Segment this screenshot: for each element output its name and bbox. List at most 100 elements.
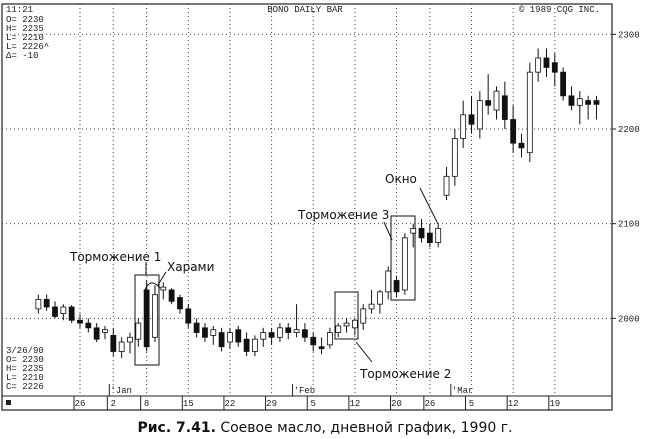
- annotation-box: [390, 215, 416, 301]
- candle-body: [243, 338, 250, 352]
- month-label: 'Jan: [110, 386, 132, 396]
- candle-body: [268, 332, 275, 338]
- candle-body: [501, 95, 508, 120]
- annotation: Окно: [385, 172, 417, 186]
- candle-body: [368, 303, 375, 310]
- y-tick-label: 2300: [618, 30, 640, 40]
- candle-body: [443, 175, 450, 196]
- readout: 3/26/90: [6, 346, 44, 356]
- y-tick-label: 2200: [618, 125, 640, 135]
- header-title: BONO DAILY BAR: [267, 5, 343, 15]
- candle-body: [393, 280, 400, 293]
- candle-body: [160, 286, 167, 291]
- month-label: 'Feb: [294, 386, 316, 396]
- x-tick-label: 15: [183, 399, 194, 409]
- caption-text: Соевое масло, дневной график, 1990 г.: [220, 420, 512, 436]
- candle-body: [535, 57, 542, 73]
- x-tick-label: 26: [75, 399, 86, 409]
- candle-body: [418, 228, 425, 239]
- annotation-line: [355, 341, 373, 363]
- annotation-line: [383, 221, 393, 241]
- candle-body: [485, 100, 492, 106]
- candle-body: [43, 299, 50, 308]
- x-tick-label: 26: [424, 399, 435, 409]
- x-tick-label: 12: [508, 399, 519, 409]
- candle-body: [476, 100, 483, 130]
- candle-body: [568, 95, 575, 106]
- candle-body: [52, 306, 58, 317]
- plot-frame: [1, 3, 613, 411]
- candle-body: [77, 319, 83, 324]
- candle-body: [576, 98, 583, 106]
- candle-body: [210, 329, 217, 336]
- candle-body: [68, 306, 75, 321]
- candle-body: [593, 100, 600, 105]
- annotation-line: [157, 271, 167, 286]
- candle-body: [335, 325, 342, 333]
- candle-body: [127, 336, 133, 343]
- candle-body: [110, 335, 117, 352]
- candle-body: [310, 336, 317, 346]
- x-tick-label: 5: [469, 399, 474, 409]
- x-tick-label: 19: [549, 399, 560, 409]
- candle-body: [135, 322, 142, 340]
- candle-body: [252, 338, 258, 352]
- readout: H= 2235: [6, 364, 44, 374]
- x-tick-label: 8: [144, 399, 149, 409]
- candle-body: [102, 329, 108, 333]
- candle-body: [560, 71, 567, 97]
- month-label: 'Mar: [452, 386, 474, 396]
- x-tick-label: 2: [111, 399, 116, 409]
- header-time: 11:21: [6, 5, 33, 15]
- candle-body: [193, 322, 200, 333]
- candle-body: [410, 228, 417, 234]
- candle-body: [277, 327, 283, 338]
- readout: Δ= -10: [6, 51, 38, 61]
- candle-body: [510, 119, 517, 144]
- candle-body: [376, 291, 383, 305]
- candle-body: [143, 289, 150, 348]
- x-tick-label: 12: [349, 399, 360, 409]
- candle-body: [93, 327, 100, 340]
- y-tick-label: 2100: [618, 220, 640, 230]
- candle-body: [551, 62, 558, 73]
- candle-body: [85, 322, 92, 329]
- caption-label: Рис. 7.41.: [137, 420, 215, 436]
- candle-body: [227, 332, 233, 343]
- candle-body: [451, 138, 458, 177]
- candle-body: [118, 341, 125, 352]
- x-tick-label: 5: [311, 399, 316, 409]
- annotation: Харами: [167, 260, 214, 274]
- x-tick-label: 20: [391, 399, 402, 409]
- candle-body: [468, 114, 475, 125]
- candle-body: [168, 289, 175, 302]
- readout: O= 2230: [6, 15, 44, 25]
- candle-body: [293, 329, 300, 333]
- candle-body: [360, 308, 367, 324]
- candle-body: [235, 329, 242, 343]
- readout: C= 2226: [6, 382, 44, 392]
- candle-body: [60, 306, 67, 315]
- candle-body: [585, 100, 592, 105]
- candle-body: [385, 270, 392, 293]
- y-tick-label: 2000: [618, 314, 640, 324]
- readout: O= 2230: [6, 355, 44, 365]
- x-tick-label: 29: [266, 399, 277, 409]
- annotation-box: [334, 291, 359, 340]
- readout: L= 2210: [6, 33, 44, 43]
- candle-body: [177, 297, 183, 310]
- candle-body: [202, 327, 208, 338]
- annotation: Торможение 2: [359, 367, 451, 381]
- candle-body: [285, 327, 292, 333]
- annotation: Торможение 1: [69, 250, 161, 264]
- annotation: Торможение 3: [297, 208, 389, 222]
- candle-body: [460, 114, 467, 139]
- candle-body: [260, 332, 267, 340]
- readout: H= 2235: [6, 24, 44, 34]
- candle-body: [185, 308, 192, 324]
- candle-body: [218, 332, 225, 348]
- candle-body: [426, 232, 433, 244]
- candle-body: [526, 71, 533, 154]
- readout: L= 2226^: [6, 42, 49, 52]
